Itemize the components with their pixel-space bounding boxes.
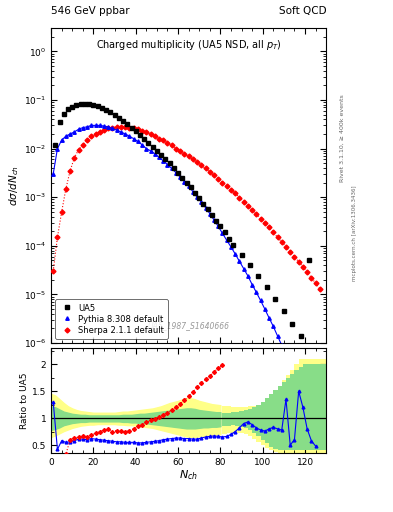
Text: Charged multiplicity (UA5 NSD, all $p_T$): Charged multiplicity (UA5 NSD, all $p_T$… xyxy=(95,37,282,52)
Sherpa 2.1.1 default xyxy=(51,268,55,274)
Bar xyxy=(311,359,316,453)
UA5 xyxy=(298,333,303,339)
Text: mcplots.cern.ch [arXiv:1306.3436]: mcplots.cern.ch [arXiv:1306.3436] xyxy=(352,185,357,281)
Bar xyxy=(290,374,294,451)
Bar xyxy=(324,365,328,451)
Bar xyxy=(328,359,332,453)
UA5 xyxy=(133,128,138,134)
UA5 xyxy=(78,101,83,107)
Line: Pythia 8.308 default: Pythia 8.308 default xyxy=(51,124,330,464)
Bar xyxy=(299,359,303,453)
Bar xyxy=(235,412,239,425)
Sherpa 2.1.1 default xyxy=(229,187,233,193)
UA5 xyxy=(307,258,312,264)
Sherpa 2.1.1 default xyxy=(85,137,90,143)
Y-axis label: Ratio to UA5: Ratio to UA5 xyxy=(20,372,29,429)
Bar xyxy=(231,407,235,433)
Bar xyxy=(269,394,273,446)
Pythia 8.308 default xyxy=(51,171,55,177)
Sherpa 2.1.1 default xyxy=(203,165,208,172)
Pythia 8.308 default xyxy=(174,169,178,176)
UA5 xyxy=(188,184,193,190)
Pythia 8.308 default xyxy=(326,459,331,465)
Bar xyxy=(235,408,239,433)
Bar xyxy=(277,386,282,451)
Bar xyxy=(320,359,324,453)
Bar xyxy=(261,403,265,445)
Bar xyxy=(252,406,256,439)
Bar xyxy=(307,365,311,451)
Pythia 8.308 default xyxy=(271,323,275,329)
Bar xyxy=(269,397,273,451)
UA5 xyxy=(159,152,163,158)
Line: UA5: UA5 xyxy=(53,101,312,338)
Bar xyxy=(256,404,261,436)
Bar xyxy=(265,398,269,443)
Bar xyxy=(273,390,277,449)
Y-axis label: $d\sigma/dN_{ch}$: $d\sigma/dN_{ch}$ xyxy=(7,165,21,206)
Bar xyxy=(294,370,299,451)
Bar xyxy=(261,402,265,440)
Bar xyxy=(332,365,337,451)
Bar xyxy=(286,378,290,451)
Bar xyxy=(231,412,235,425)
Bar xyxy=(222,413,227,426)
Bar xyxy=(332,359,337,453)
Sherpa 2.1.1 default xyxy=(186,154,191,160)
Pythia 8.308 default xyxy=(72,129,77,135)
Bar xyxy=(244,410,248,428)
Bar xyxy=(324,359,328,453)
UA5 xyxy=(70,103,75,110)
Bar xyxy=(307,359,311,453)
Pythia 8.308 default xyxy=(123,131,127,137)
Pythia 8.308 default xyxy=(140,142,145,148)
Text: Rivet 3.1.10, ≥ 400k events: Rivet 3.1.10, ≥ 400k events xyxy=(340,95,345,182)
Bar xyxy=(248,407,252,436)
Bar xyxy=(299,367,303,451)
Text: 546 GeV ppbar: 546 GeV ppbar xyxy=(51,6,130,16)
Bar xyxy=(320,365,324,451)
UA5 xyxy=(197,195,202,201)
Bar xyxy=(273,391,277,452)
Bar xyxy=(303,365,307,451)
Bar xyxy=(227,413,231,425)
Bar xyxy=(311,365,316,451)
Bar xyxy=(252,408,256,433)
Bar xyxy=(282,381,286,451)
Text: Soft QCD: Soft QCD xyxy=(279,6,326,16)
Bar xyxy=(316,365,320,451)
Bar xyxy=(294,365,299,453)
Bar xyxy=(239,411,244,426)
Bar xyxy=(290,370,294,453)
Sherpa 2.1.1 default xyxy=(224,183,229,189)
Bar xyxy=(303,359,307,453)
Legend: UA5, Pythia 8.308 default, Sherpa 2.1.1 default: UA5, Pythia 8.308 default, Sherpa 2.1.1 … xyxy=(55,300,168,339)
Bar xyxy=(265,400,269,449)
UA5 xyxy=(53,142,58,148)
Pythia 8.308 default xyxy=(309,414,314,420)
Bar xyxy=(239,408,244,433)
Bar xyxy=(222,406,227,434)
Bar xyxy=(256,404,261,442)
Sherpa 2.1.1 default xyxy=(318,286,322,292)
Bar xyxy=(244,407,248,434)
Bar xyxy=(286,375,290,453)
Bar xyxy=(248,409,252,430)
Bar xyxy=(227,407,231,433)
Bar xyxy=(282,380,286,453)
Sherpa 2.1.1 default xyxy=(165,140,170,146)
Sherpa 2.1.1 default xyxy=(114,124,119,130)
Text: UA5_1987_S1640666: UA5_1987_S1640666 xyxy=(148,322,230,330)
Line: Sherpa 2.1.1 default: Sherpa 2.1.1 default xyxy=(51,125,321,291)
UA5 xyxy=(171,165,176,171)
Bar xyxy=(316,359,320,453)
Bar xyxy=(277,386,282,453)
Bar xyxy=(328,365,332,451)
Pythia 8.308 default xyxy=(89,122,94,129)
X-axis label: $N_{ch}$: $N_{ch}$ xyxy=(179,468,198,482)
